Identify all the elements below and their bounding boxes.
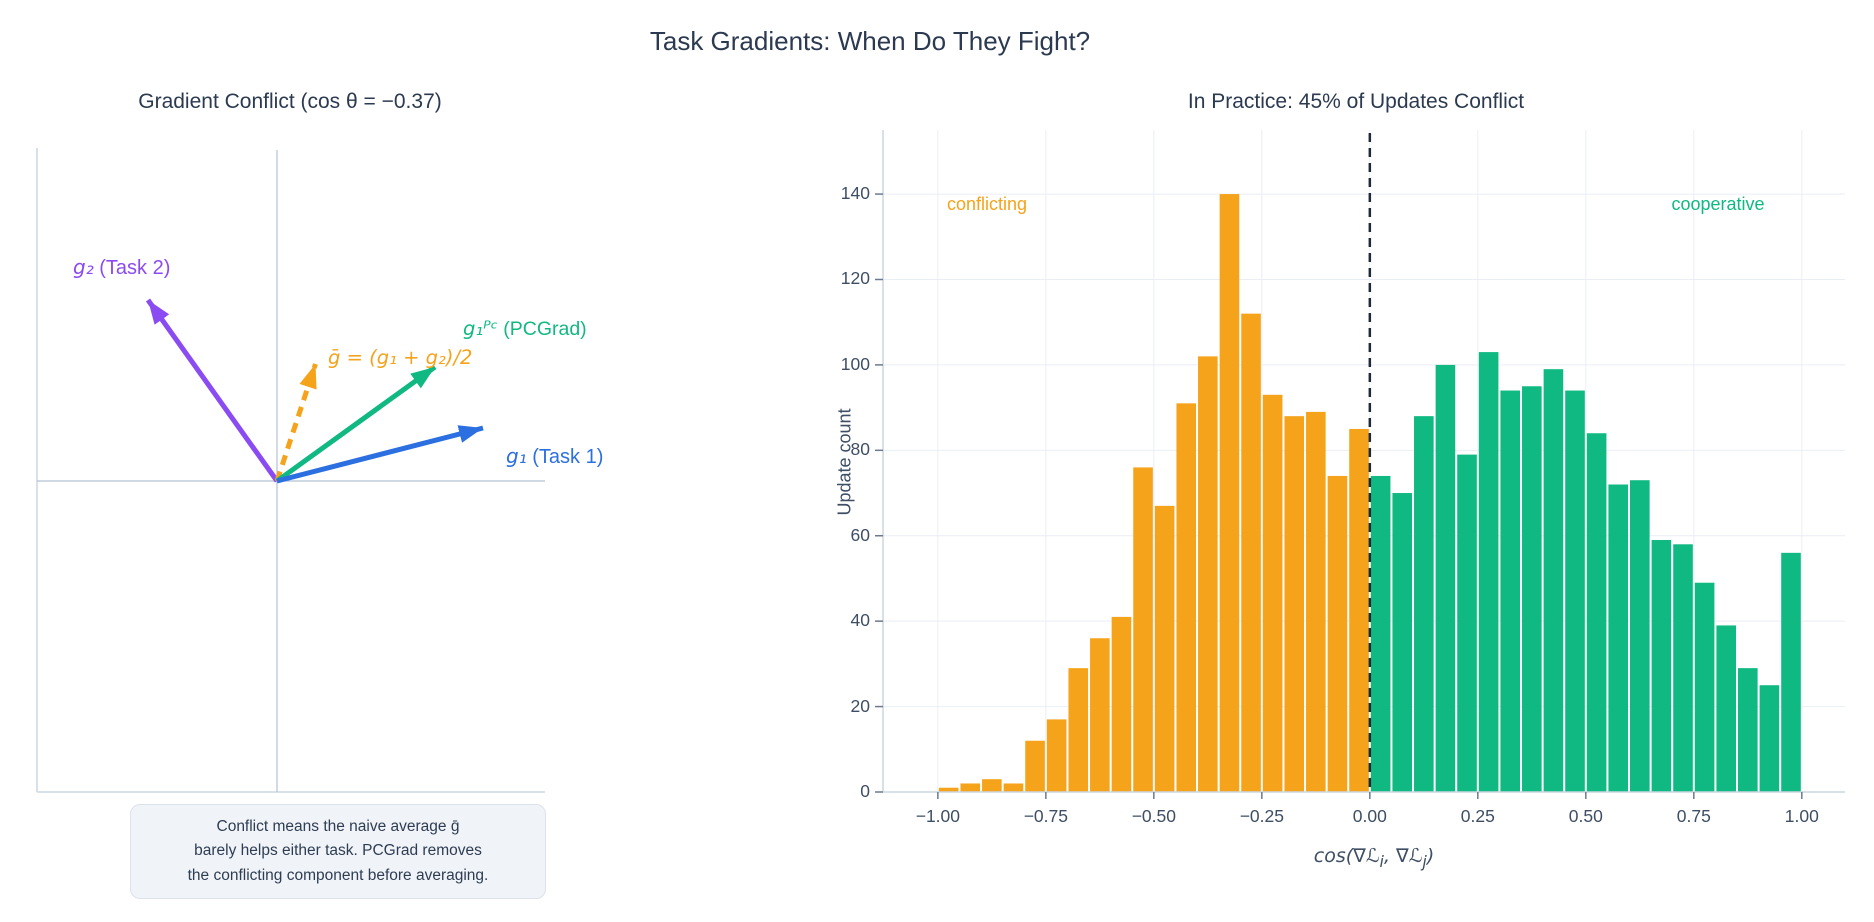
- hist-bar-conflicting: [1198, 356, 1218, 792]
- xlabel-prefix: cos(∇ℒ: [1313, 845, 1380, 867]
- hist-bar-conflicting: [1262, 394, 1283, 792]
- vector-label-pcgrad: g₁ᴾᶜ (PCGrad): [463, 317, 587, 341]
- g2-task-text: (Task 2): [93, 257, 171, 279]
- vector-arrow-g1: [276, 425, 484, 484]
- hist-bar-cooperative: [1392, 493, 1413, 792]
- y-tick-label: 40: [850, 610, 870, 631]
- hist-bar-cooperative: [1651, 540, 1672, 792]
- hist-bar-cooperative: [1759, 685, 1780, 792]
- hist-bar-conflicting: [1327, 475, 1348, 792]
- vector-arrow-g2: [145, 298, 280, 483]
- g1-task-text: (Task 1): [526, 446, 604, 468]
- x-tick-label: −0.25: [1239, 806, 1284, 826]
- figure-title: Task Gradients: When Do They Fight?: [649, 26, 1091, 56]
- pcgrad-symbol: g₁ᴾᶜ: [463, 317, 498, 340]
- pcgrad-text: (PCGrad): [497, 318, 587, 340]
- hist-bar-conflicting: [1003, 783, 1024, 792]
- hist-bar-cooperative: [1608, 484, 1629, 792]
- y-axis-title: Update count: [834, 408, 855, 516]
- annotation-cooperative: cooperative: [1671, 194, 1765, 214]
- hist-bar-conflicting: [1111, 616, 1132, 792]
- x-tick-label: 0.75: [1676, 806, 1711, 826]
- xlabel-suffix: ): [1426, 845, 1435, 867]
- vector-arrow-gpc: [275, 364, 437, 484]
- hist-bar-cooperative: [1586, 433, 1607, 792]
- x-tick-label: 1.00: [1784, 806, 1819, 826]
- left-panel-title: Gradient Conflict (cos θ = −0.37): [138, 90, 442, 113]
- hist-bar-cooperative: [1478, 352, 1499, 792]
- hist-bar-conflicting: [1349, 428, 1369, 792]
- y-tick-label: 140: [840, 183, 870, 204]
- y-tick-label: 60: [850, 524, 870, 545]
- explainer-caption: Conflict means the naive average ḡ barel…: [130, 804, 546, 900]
- average-formula: ḡ = (g₁ + g₂)/2: [328, 346, 473, 369]
- hist-bar-conflicting: [1176, 403, 1197, 792]
- hist-bar-cooperative: [1716, 625, 1737, 792]
- x-tick-label: −1.00: [915, 806, 960, 826]
- y-tick-label: 0: [860, 781, 870, 801]
- hist-bar-cooperative: [1500, 390, 1521, 792]
- caption-line-2: barely helps either task. PCGrad removes: [194, 842, 482, 860]
- hist-bar-conflicting: [1219, 194, 1240, 792]
- hist-bar-cooperative: [1565, 390, 1585, 792]
- y-tick-label: 80: [850, 439, 870, 460]
- hist-bar-conflicting: [960, 783, 981, 792]
- hist-bar-conflicting: [1090, 638, 1110, 792]
- caption-line-1: Conflict means the naive average ḡ: [216, 818, 460, 835]
- x-tick-label: −0.75: [1023, 806, 1068, 826]
- y-tick-label: 100: [840, 353, 870, 374]
- hist-bar-conflicting: [982, 779, 1002, 792]
- xlabel-sub-i: i: [1379, 851, 1384, 871]
- xlabel-sub-j: j: [1422, 851, 1427, 871]
- hist-bar-conflicting: [1284, 416, 1305, 792]
- hist-bar-cooperative: [1522, 386, 1542, 792]
- hist-bar-cooperative: [1370, 475, 1391, 792]
- g2-symbol: g₂: [73, 255, 94, 279]
- hist-bar-cooperative: [1414, 416, 1434, 792]
- y-tick-label: 20: [850, 695, 870, 716]
- vector-label-average: ḡ = (g₁ + g₂)/2: [328, 346, 472, 370]
- hist-bar-cooperative: [1673, 544, 1693, 792]
- vector-plot: [36, 148, 545, 793]
- hist-bar-conflicting: [938, 787, 959, 792]
- hist-bar-cooperative: [1457, 454, 1477, 792]
- vector-label-g2: g₂ (Task 2): [73, 255, 170, 280]
- annotation-conflicting: conflicting: [946, 194, 1028, 214]
- x-tick-label: −0.50: [1131, 806, 1176, 826]
- hist-bar-cooperative: [1435, 364, 1456, 792]
- caption-line-3: the conflicting component before averagi…: [187, 866, 489, 884]
- y-tick-label: 120: [840, 268, 870, 289]
- hist-bar-conflicting: [1046, 719, 1067, 792]
- right-panel-title: In Practice: 45% of Updates Conflict: [1187, 90, 1525, 113]
- hist-bar-cooperative: [1630, 480, 1650, 792]
- hist-bar-conflicting: [1241, 313, 1261, 792]
- hist-bar-cooperative: [1781, 552, 1801, 792]
- hist-bar-cooperative: [1694, 582, 1715, 792]
- hist-bar-conflicting: [1133, 467, 1153, 792]
- vector-label-g1: g₁ (Task 1): [506, 444, 603, 469]
- x-tick-label: 0.50: [1568, 806, 1603, 826]
- g1-symbol: g₁: [506, 444, 527, 468]
- hist-bar-conflicting: [1154, 505, 1175, 792]
- x-axis-title: cos(∇ℒi, ∇ℒj): [1174, 845, 1574, 872]
- hist-bar-cooperative: [1738, 668, 1758, 792]
- histogram-plot: [875, 130, 1845, 799]
- xlabel-mid: , ∇ℒ: [1383, 845, 1423, 867]
- vector-arrow-gbar: [274, 363, 318, 482]
- hist-bar-conflicting: [1068, 668, 1089, 792]
- hist-bar-conflicting: [1025, 740, 1045, 792]
- hist-bar-conflicting: [1306, 411, 1326, 792]
- x-tick-label: 0.25: [1460, 806, 1495, 826]
- x-tick-label: 0.00: [1352, 806, 1387, 826]
- hist-bar-cooperative: [1543, 369, 1564, 792]
